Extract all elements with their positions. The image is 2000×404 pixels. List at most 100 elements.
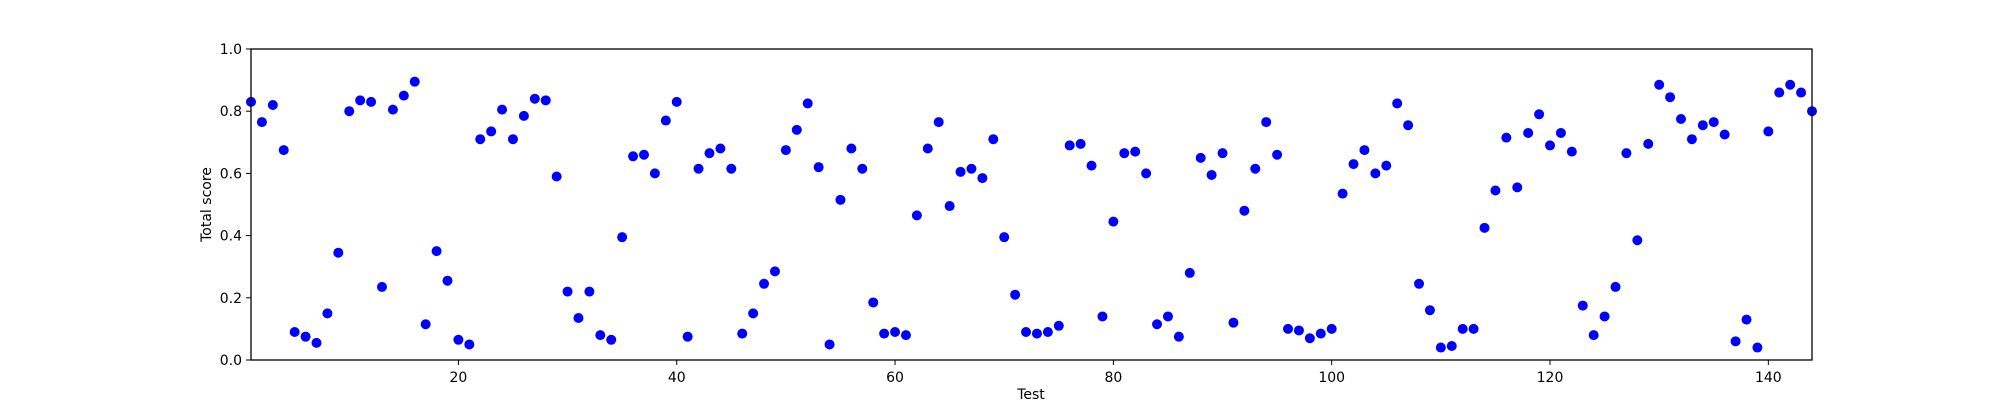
x-tick-label: 20 — [449, 370, 467, 386]
data-point — [1021, 327, 1032, 338]
data-point — [267, 99, 278, 110]
data-point — [628, 151, 639, 162]
data-point — [1272, 149, 1283, 160]
data-point — [1293, 325, 1304, 336]
data-point — [1315, 328, 1326, 339]
data-point — [1479, 222, 1490, 233]
data-point — [955, 166, 966, 177]
data-point — [562, 286, 573, 297]
data-point — [704, 148, 715, 159]
data-point — [846, 143, 857, 154]
data-point — [911, 210, 922, 221]
data-point — [453, 334, 464, 345]
data-point — [1490, 185, 1501, 196]
data-point — [1152, 319, 1163, 330]
data-point — [333, 247, 344, 258]
y-tick-label: 0.4 — [220, 229, 242, 245]
data-point — [1446, 341, 1457, 352]
data-point — [1250, 163, 1261, 174]
data-point — [1239, 205, 1250, 216]
data-point — [1643, 138, 1654, 149]
data-point — [420, 319, 431, 330]
data-point — [1097, 311, 1108, 322]
data-point — [518, 110, 529, 121]
data-point — [1708, 117, 1719, 128]
data-point — [606, 334, 617, 345]
data-point — [376, 281, 387, 292]
data-point — [1370, 168, 1381, 179]
x-tick-label: 80 — [1104, 370, 1122, 386]
data-point — [409, 76, 420, 87]
data-point — [595, 330, 606, 341]
data-point — [1599, 311, 1610, 322]
data-point — [442, 275, 453, 286]
data-point — [1359, 145, 1370, 156]
data-point — [933, 117, 944, 128]
data-point — [769, 266, 780, 277]
data-point — [1577, 300, 1588, 311]
data-point — [398, 90, 409, 101]
data-point — [289, 327, 300, 338]
data-point — [1632, 235, 1643, 246]
data-point — [300, 331, 311, 342]
data-point — [1228, 317, 1239, 328]
data-point — [1435, 342, 1446, 353]
data-point — [780, 145, 791, 156]
data-point — [1545, 140, 1556, 151]
y-tick-label: 0.0 — [220, 353, 242, 369]
x-axis: 20 40 60 80 100 120 140 — [449, 360, 1782, 386]
data-point — [857, 163, 868, 174]
data-point — [475, 134, 486, 145]
data-point — [1206, 169, 1217, 180]
data-point — [835, 194, 846, 205]
data-point — [1621, 148, 1632, 159]
data-point — [1326, 323, 1337, 334]
data-point — [1086, 160, 1097, 171]
data-point — [1523, 127, 1534, 138]
data-point — [1785, 79, 1796, 90]
y-tick-label: 0.6 — [220, 166, 242, 182]
data-point — [1010, 289, 1021, 300]
data-point — [278, 145, 289, 156]
data-point — [1697, 120, 1708, 131]
data-point — [988, 134, 999, 145]
data-point — [584, 286, 595, 297]
data-point — [1381, 160, 1392, 171]
data-point — [1654, 79, 1665, 90]
data-point — [1566, 146, 1577, 157]
data-point — [507, 134, 518, 145]
data-point — [748, 308, 759, 319]
data-point — [813, 162, 824, 173]
data-point — [638, 149, 649, 160]
data-point — [1555, 127, 1566, 138]
data-point — [1468, 323, 1479, 334]
y-axis-label: Total score — [199, 167, 215, 243]
y-tick-label: 0.8 — [220, 104, 242, 120]
data-point — [726, 163, 737, 174]
data-point — [868, 297, 879, 308]
data-point — [497, 104, 508, 115]
data-point — [529, 93, 540, 104]
data-point — [922, 143, 933, 154]
data-point — [1457, 323, 1468, 334]
plot-frame — [250, 48, 1813, 361]
data-point — [802, 98, 813, 109]
data-point — [890, 327, 901, 338]
data-point — [1348, 159, 1359, 170]
x-tick-label: 140 — [1755, 370, 1782, 386]
data-point — [671, 96, 682, 107]
x-tick-label: 120 — [1537, 370, 1564, 386]
data-point — [1283, 323, 1294, 334]
data-point — [944, 201, 955, 212]
data-point — [1424, 305, 1435, 316]
data-point — [1184, 267, 1195, 278]
data-point — [693, 163, 704, 174]
data-point — [1796, 87, 1807, 98]
data-point — [551, 171, 562, 182]
data-point — [1512, 182, 1523, 193]
data-point — [1534, 109, 1545, 120]
data-point — [879, 328, 890, 339]
data-point — [1304, 333, 1315, 344]
